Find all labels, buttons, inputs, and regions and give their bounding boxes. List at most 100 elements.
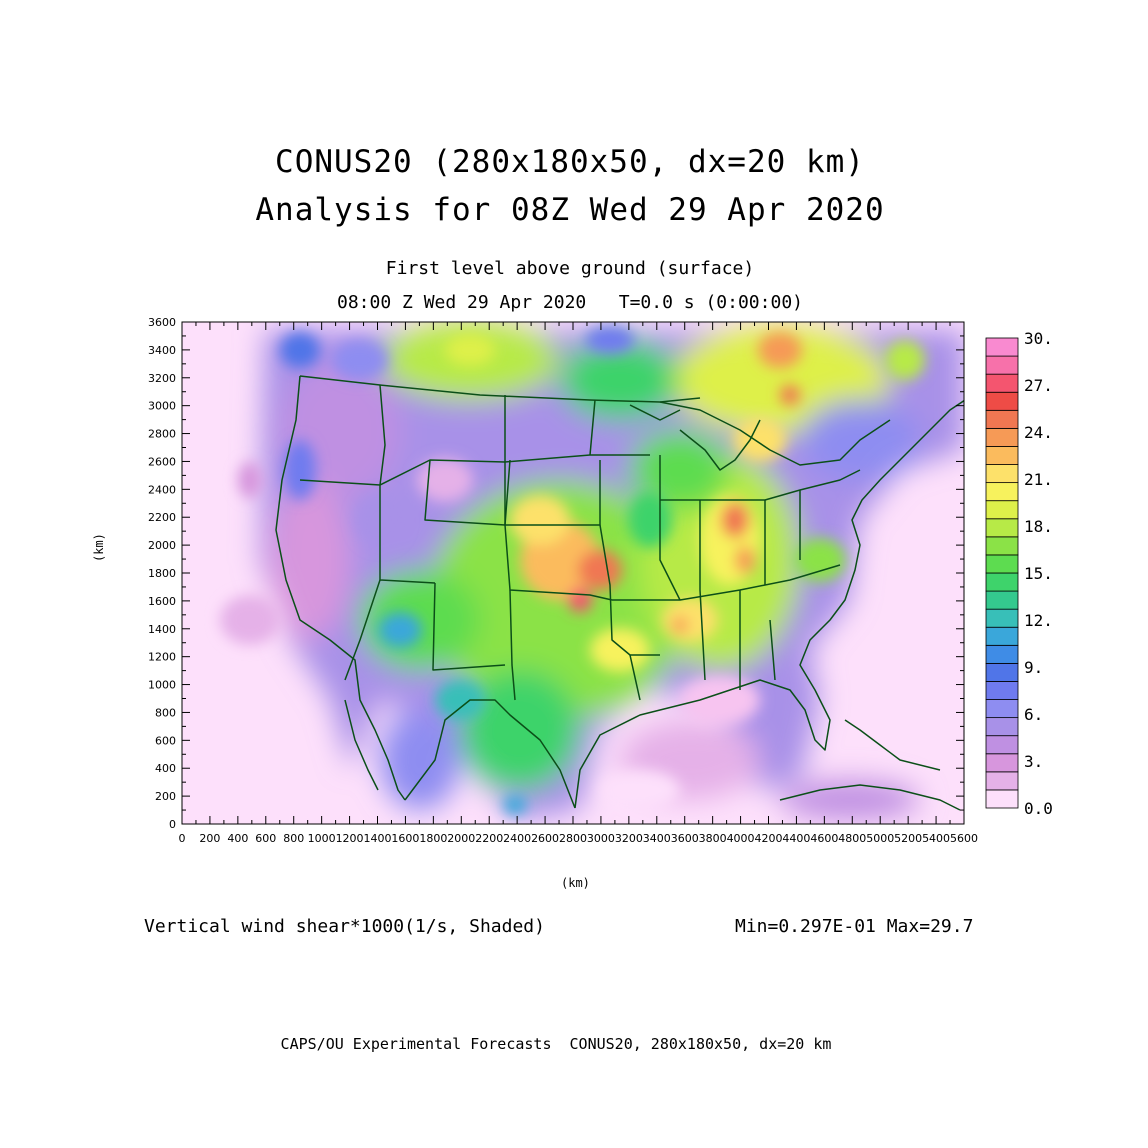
x-tick-label: 5000 (866, 832, 894, 845)
x-tick-label: 1800 (419, 832, 447, 845)
variable-label: Vertical wind shear*1000(1/s, Shaded) (144, 916, 545, 937)
y-tick-label: 2400 (148, 483, 176, 496)
y-tick-label: 2600 (148, 455, 176, 468)
colorbar-swatch (985, 699, 1019, 719)
y-tick-label: 1200 (148, 651, 176, 664)
colorbar-swatch (985, 482, 1019, 502)
colorbar (985, 337, 1019, 809)
y-tick-label: 800 (155, 706, 176, 719)
x-tick-label: 5600 (950, 832, 978, 845)
x-tick-label: 4000 (727, 832, 755, 845)
x-tick-label: 5200 (894, 832, 922, 845)
x-tick-label: 3400 (643, 832, 671, 845)
analysis-time-title: Analysis for 08Z Wed 29 Apr 2020 (255, 192, 885, 228)
y-tick-label: 400 (155, 762, 176, 775)
y-tick-label: 3600 (148, 316, 176, 329)
colorbar-swatch (985, 572, 1019, 592)
x-tick-label: 2400 (503, 832, 531, 845)
colorbar-swatch (985, 391, 1019, 411)
y-tick-label: 1000 (148, 679, 176, 692)
colorbar-swatch (985, 735, 1019, 755)
colorbar-swatch (985, 590, 1019, 610)
colorbar-swatch (985, 427, 1019, 447)
x-tick-label: 0 (179, 832, 186, 845)
y-tick-label: 0 (169, 818, 176, 831)
level-subtitle: First level above ground (surface) (385, 258, 755, 279)
y-tick-label: 1800 (148, 567, 176, 580)
y-tick-label: 2800 (148, 428, 176, 441)
colorbar-swatch (985, 608, 1019, 628)
colorbar-label: 24. (1024, 423, 1053, 442)
colorbar-labels: 30. 27. 24. 21. 18. 15. 12. 9. 6. 3. 0.0 (1024, 329, 1053, 818)
map-title: CONUS20 (280x180x50, dx=20 km) (275, 144, 865, 180)
x-tick-label: 800 (283, 832, 304, 845)
colorbar-swatch (985, 662, 1019, 682)
colorbar-swatch (985, 409, 1019, 429)
colorbar-swatch (985, 464, 1019, 484)
colorbar-swatch (985, 771, 1019, 791)
colorbar-label: 18. (1024, 517, 1053, 536)
x-tick-label: 1400 (364, 832, 392, 845)
colorbar-swatch (985, 644, 1019, 664)
boundaries (275, 375, 964, 811)
x-tick-label: 2600 (531, 832, 559, 845)
colorbar-swatch (985, 536, 1019, 556)
x-tick-label: 600 (255, 832, 276, 845)
colorbar-label: 3. (1024, 752, 1043, 771)
colorbar-swatch (985, 355, 1019, 375)
x-axis-tick-labels: 0 200 400 600 800 1000 1200 1400 1600 1800 2000 220… (179, 832, 979, 845)
x-tick-label: 4800 (838, 832, 866, 845)
colorbar-swatch (985, 753, 1019, 773)
y-tick-label: 3200 (148, 372, 176, 385)
colorbar-swatch (985, 554, 1019, 574)
colorbar-label: 21. (1024, 470, 1053, 489)
y-tick-label: 3400 (148, 344, 176, 357)
colorbar-swatch (985, 789, 1019, 809)
x-tick-label: 2000 (447, 832, 475, 845)
x-tick-label: 1600 (391, 832, 419, 845)
colorbar-label: 12. (1024, 611, 1053, 630)
x-axis-unit-label: (km) (561, 876, 590, 890)
colorbar-label: 15. (1024, 564, 1053, 583)
y-tick-label: 600 (155, 734, 176, 747)
colorbar-swatch (985, 681, 1019, 700)
colorbar-swatch (985, 717, 1019, 737)
y-tick-label: 200 (155, 790, 176, 803)
shaded-field (220, 322, 964, 820)
x-tick-label: 3200 (615, 832, 643, 845)
x-tick-label: 400 (227, 832, 248, 845)
colorbar-label: 6. (1024, 705, 1043, 724)
x-tick-label: 4600 (810, 832, 838, 845)
colorbar-swatch (985, 373, 1019, 393)
y-tick-label: 2200 (148, 511, 176, 524)
colorbar-swatch (985, 446, 1019, 465)
colorbar-swatch (985, 337, 1019, 357)
y-axis-tick-labels: 0 200 400 600 800 1000 1200 1400 1600 1800 2000 220… (148, 316, 176, 831)
footer-credit: CAPS/OU Experimental Forecasts CONUS20, … (280, 1035, 832, 1053)
x-tick-label: 3000 (587, 832, 615, 845)
axis-ticks (181, 321, 965, 825)
x-tick-label: 2200 (475, 832, 503, 845)
x-tick-label: 4200 (755, 832, 783, 845)
x-tick-label: 1000 (308, 832, 336, 845)
colorbar-swatch (985, 518, 1019, 538)
x-tick-label: 3800 (699, 832, 727, 845)
valid-time-subtitle: 08:00 Z Wed 29 Apr 2020 T=0.0 s (0:00:00… (337, 292, 803, 313)
colorbar-label: 30. (1024, 329, 1053, 348)
x-tick-label: 3600 (671, 832, 699, 845)
x-tick-label: 4400 (782, 832, 810, 845)
y-tick-label: 2000 (148, 539, 176, 552)
x-tick-label: 5400 (922, 832, 950, 845)
y-tick-label: 1400 (148, 623, 176, 636)
colorbar-swatch (985, 500, 1019, 520)
y-tick-label: 3000 (148, 400, 176, 413)
colorbar-label: 0.0 (1024, 799, 1053, 818)
colorbar-label: 27. (1024, 376, 1053, 395)
y-tick-label: 1600 (148, 595, 176, 608)
y-axis-unit-label: (km) (92, 533, 106, 562)
x-tick-label: 1200 (336, 832, 364, 845)
x-tick-label: 200 (199, 832, 220, 845)
colorbar-label: 9. (1024, 658, 1043, 677)
colorbar-swatch (985, 626, 1019, 646)
